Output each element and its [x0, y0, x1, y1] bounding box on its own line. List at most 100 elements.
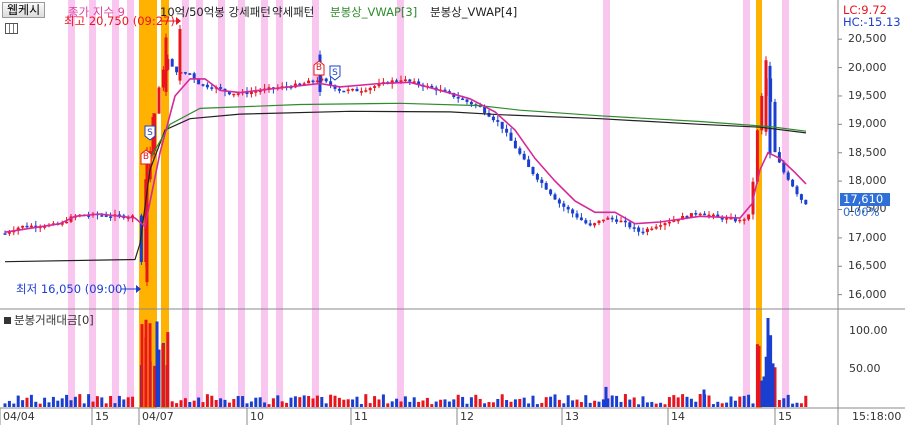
- volume-bar: [447, 401, 451, 407]
- table-icon[interactable]: [5, 23, 18, 34]
- volume-bar: [531, 395, 535, 407]
- volume-bar: [144, 319, 148, 407]
- volume-bar: [337, 397, 341, 407]
- volume-bar: [302, 395, 306, 407]
- volume-bar: [289, 397, 293, 407]
- candle-body: [109, 216, 113, 218]
- volume-bar: [663, 404, 667, 407]
- candle-body: [65, 221, 69, 224]
- volume-bar: [623, 394, 627, 407]
- candle-body: [500, 121, 504, 129]
- volume-bar: [439, 399, 443, 407]
- volume-bar: [491, 402, 495, 407]
- candle-body: [29, 225, 33, 228]
- time-tick: 14: [671, 410, 685, 423]
- high-annotation: 최고 20,750 (09:27): [64, 14, 175, 28]
- buy-signal[interactable]: B: [313, 60, 325, 76]
- volume-bar: [258, 397, 262, 407]
- candle-body: [487, 112, 491, 117]
- candle-body: [175, 66, 179, 73]
- volume-bar: [214, 399, 218, 407]
- volume-bar: [408, 401, 412, 407]
- candle-body: [164, 37, 168, 92]
- candle-body: [685, 216, 689, 218]
- volume-bar: [452, 399, 456, 407]
- candle-body: [768, 65, 772, 155]
- candle-body: [676, 219, 680, 222]
- volume-bar: [417, 401, 421, 407]
- volume-bar: [223, 399, 227, 407]
- candle-body: [43, 226, 47, 228]
- candle-body: [311, 80, 315, 83]
- volume-bar: [667, 397, 671, 407]
- candle-body: [540, 179, 544, 184]
- price-tick: 16,500: [848, 259, 887, 273]
- volume-bar: [87, 394, 91, 407]
- candle-body: [166, 59, 170, 70]
- candle-body: [192, 73, 196, 79]
- time-tick: 15: [95, 410, 109, 423]
- candle-body: [623, 220, 627, 223]
- candle-body: [553, 194, 557, 200]
- candle-body: [786, 172, 790, 180]
- volume-bar: [56, 400, 60, 407]
- candle-body: [549, 189, 553, 195]
- volume-bar: [109, 396, 113, 407]
- volume-bar: [791, 403, 795, 407]
- candle-body: [342, 90, 346, 93]
- candle-body: [681, 216, 685, 220]
- volume-bar: [483, 403, 487, 407]
- volume-bar: [518, 398, 522, 407]
- buy-signal[interactable]: B: [140, 149, 152, 165]
- volume-bar: [60, 398, 64, 407]
- candle-body: [188, 73, 192, 75]
- hc-value: HC:-15.13: [843, 15, 901, 29]
- volume-bar: [553, 394, 557, 407]
- legend-strong-pattern: 10억/50억봉 강세패턴: [160, 5, 271, 19]
- volume-bar: [465, 403, 469, 407]
- legend-weak-pattern: 약세패턴: [272, 5, 315, 19]
- volume-bar: [461, 396, 465, 407]
- volume-bar: [597, 401, 601, 407]
- volume-bar: [104, 403, 108, 407]
- sell-signal[interactable]: S: [329, 65, 341, 81]
- volume-bar: [399, 401, 403, 407]
- volume-bar: [403, 396, 407, 407]
- candle-body: [21, 225, 25, 228]
- volume-bar: [390, 401, 394, 407]
- candle-body: [632, 227, 636, 229]
- volume-bar: [509, 401, 513, 407]
- volume-bar: [245, 403, 249, 407]
- volume-bar: [795, 402, 799, 407]
- volume-bar: [16, 395, 20, 407]
- candle-body: [267, 87, 271, 89]
- title-button[interactable]: 웹케시: [2, 2, 46, 18]
- time-tick: 04/04: [3, 410, 35, 423]
- volume-bar: [711, 404, 715, 407]
- volume-bar: [766, 317, 770, 407]
- volume-bar: [51, 396, 55, 407]
- candle-body: [544, 183, 548, 190]
- candle-body: [535, 174, 539, 180]
- volume-bar: [47, 402, 51, 407]
- sell-signal[interactable]: S: [144, 125, 156, 141]
- ma-line: [4, 78, 807, 233]
- volume-bar: [364, 394, 368, 407]
- candle-body: [628, 222, 632, 228]
- candle-body: [34, 225, 38, 228]
- volume-bar: [751, 403, 755, 407]
- price-tick: 16,000: [848, 287, 887, 301]
- volume-bar: [698, 393, 702, 407]
- candle-body: [320, 78, 324, 81]
- candle-body: [412, 81, 416, 83]
- candle-body: [373, 86, 377, 88]
- candle-body: [443, 89, 447, 92]
- candle-body: [25, 225, 29, 228]
- volume-bar: [443, 399, 447, 407]
- volume-bar: [513, 399, 517, 407]
- volume-bar: [324, 403, 328, 407]
- candle-body: [205, 84, 209, 88]
- volume-bar: [672, 395, 676, 407]
- volume-bar: [773, 367, 777, 407]
